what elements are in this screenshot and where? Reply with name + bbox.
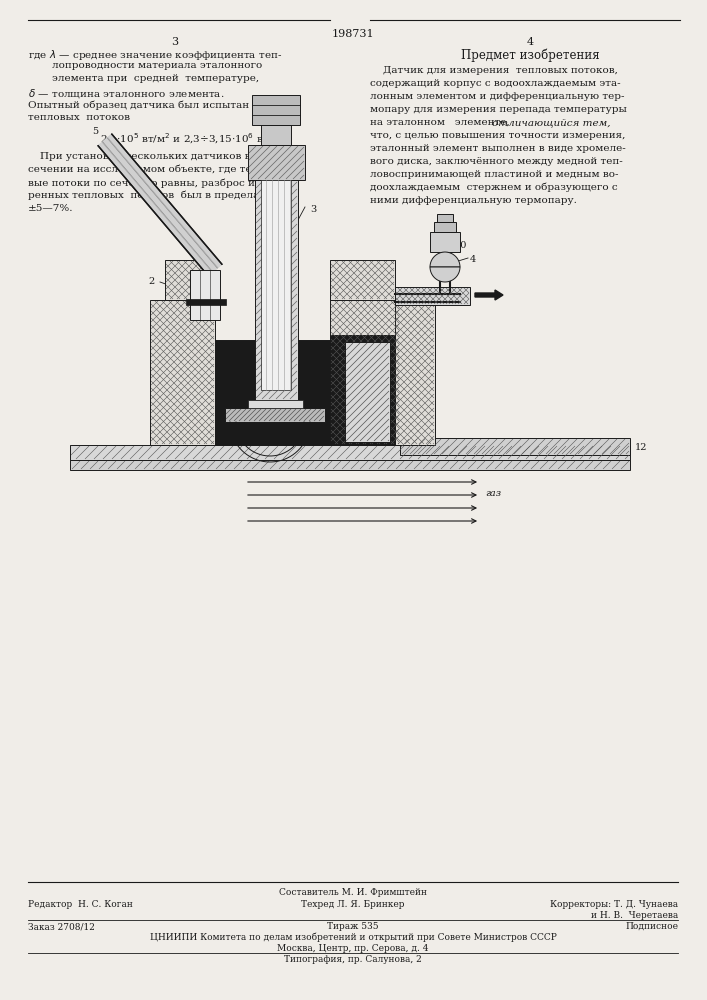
Text: на эталонном   элементе,: на эталонном элементе, (370, 118, 513, 127)
Text: Москва, Центр, пр. Серова, д. 4: Москва, Центр, пр. Серова, д. 4 (277, 944, 428, 953)
Bar (165, 260, 215, 300)
Text: 4: 4 (527, 37, 534, 47)
Text: 1: 1 (159, 340, 165, 350)
Text: эталонный элемент выполнен в виде хромеле-: эталонный элемент выполнен в виде хромел… (370, 144, 626, 153)
Text: 11: 11 (209, 458, 221, 468)
Text: 3: 3 (310, 206, 316, 215)
Text: сечении на исследуемом объекте, где тепло-: сечении на исследуемом объекте, где тепл… (28, 165, 275, 174)
Polygon shape (98, 134, 222, 276)
Text: и Н. В.  Черетаева: и Н. В. Черетаева (591, 911, 678, 920)
Text: лонным элементом и дифференциальную тер-: лонным элементом и дифференциальную тер- (370, 92, 624, 101)
Text: ЦНИИПИ Комитета по делам изобретений и открытий при Совете Министров СССР: ЦНИИПИ Комитета по делам изобретений и о… (150, 933, 556, 942)
Bar (215, 340, 330, 445)
Text: что, с целью повышения точности измерения,: что, с целью повышения точности измерени… (370, 131, 626, 140)
Bar (248, 145, 305, 180)
Text: 8: 8 (199, 424, 205, 432)
Bar (261, 125, 291, 145)
Bar (186, 299, 226, 305)
Text: 2,1$\cdot$10$^5$ вт/м$^2$ и 2,3$\div$3,15$\cdot$10$^6$ вт/м$^2$.: 2,1$\cdot$10$^5$ вт/м$^2$ и 2,3$\div$3,1… (100, 132, 288, 146)
Text: При установке нескольких датчиков в одном: При установке нескольких датчиков в одно… (40, 152, 288, 161)
Text: Корректоры: Т. Д. Чунаева: Корректоры: Т. Д. Чунаева (550, 900, 678, 909)
Text: Тираж 535: Тираж 535 (327, 922, 379, 931)
Bar (70, 460, 630, 470)
Text: 12: 12 (635, 444, 648, 452)
Text: Опытный образец датчика был испытан при: Опытный образец датчика был испытан при (28, 100, 273, 109)
Text: ними дифференциальную термопару.: ними дифференциальную термопару. (370, 196, 577, 205)
Text: Заказ 2708/12: Заказ 2708/12 (28, 922, 95, 931)
Text: Предмет изобретения: Предмет изобретения (461, 48, 600, 62)
Text: 7: 7 (257, 458, 263, 468)
Text: 2: 2 (148, 277, 155, 286)
Text: 9: 9 (395, 424, 401, 432)
Text: вого диска, заключённого между медной теп-: вого диска, заключённого между медной те… (370, 157, 623, 166)
Bar (395, 305, 435, 445)
Text: 3: 3 (171, 37, 179, 47)
Text: 5: 5 (92, 127, 98, 136)
Text: ловоспринимающей пластиной и медным во-: ловоспринимающей пластиной и медным во- (370, 170, 619, 179)
Bar (261, 180, 291, 390)
Text: лопроводности материала эталонного: лопроводности материала эталонного (52, 61, 262, 70)
Bar (248, 400, 303, 408)
Bar (150, 300, 215, 445)
Bar (330, 260, 395, 300)
Text: Техред Л. Я. Бринкер: Техред Л. Я. Бринкер (301, 900, 404, 909)
Bar (400, 438, 630, 455)
Text: ренных тепловых  потоков  был в пределах: ренных тепловых потоков был в пределах (28, 191, 265, 200)
Text: содержащий корпус с водоохлаждаемым эта-: содержащий корпус с водоохлаждаемым эта- (370, 79, 621, 88)
Text: отличающийся тем,: отличающийся тем, (492, 118, 611, 127)
Text: Типография, пр. Салунова, 2: Типография, пр. Салунова, 2 (284, 955, 422, 964)
Text: газ: газ (485, 489, 501, 498)
Text: 198731: 198731 (332, 29, 374, 39)
Text: мопару для измерения перепада температуры: мопару для измерения перепада температур… (370, 105, 627, 114)
Text: $\delta$ — толщина эталонного элемента.: $\delta$ — толщина эталонного элемента. (28, 87, 224, 100)
Bar (190, 270, 220, 320)
Text: тепловых  потоков: тепловых потоков (28, 113, 130, 122)
Bar (395, 287, 470, 305)
Text: 4: 4 (470, 255, 477, 264)
Bar (437, 214, 453, 222)
Polygon shape (430, 267, 460, 282)
Polygon shape (430, 252, 460, 267)
Bar (434, 222, 456, 232)
Text: 10: 10 (455, 240, 467, 249)
Bar (430, 232, 460, 252)
Bar (255, 180, 298, 400)
Bar (330, 300, 400, 445)
Text: Составитель М. И. Фримштейн: Составитель М. И. Фримштейн (279, 888, 427, 897)
Text: вые потоки по сечению равны, разброс изме-: вые потоки по сечению равны, разброс изм… (28, 178, 279, 188)
FancyArrow shape (475, 290, 503, 300)
Text: доохлаждаемым  стержнем и образующего с: доохлаждаемым стержнем и образующего с (370, 183, 618, 192)
Bar (70, 445, 630, 460)
Text: Подписное: Подписное (625, 922, 678, 931)
Text: Редактор  Н. С. Коган: Редактор Н. С. Коган (28, 900, 133, 909)
Text: Датчик для измерения  тепловых потоков,: Датчик для измерения тепловых потоков, (370, 66, 618, 75)
Bar (345, 342, 390, 442)
Text: 6: 6 (295, 458, 301, 468)
Bar (252, 95, 300, 125)
Bar (330, 335, 395, 445)
Text: где $\lambda$ — среднее значение коэффициента теп-: где $\lambda$ — среднее значение коэффиц… (28, 48, 282, 62)
Bar (225, 408, 325, 422)
Text: элемента при  средней  температуре,: элемента при средней температуре, (52, 74, 259, 83)
Text: ±5—7%.: ±5—7%. (28, 204, 74, 213)
